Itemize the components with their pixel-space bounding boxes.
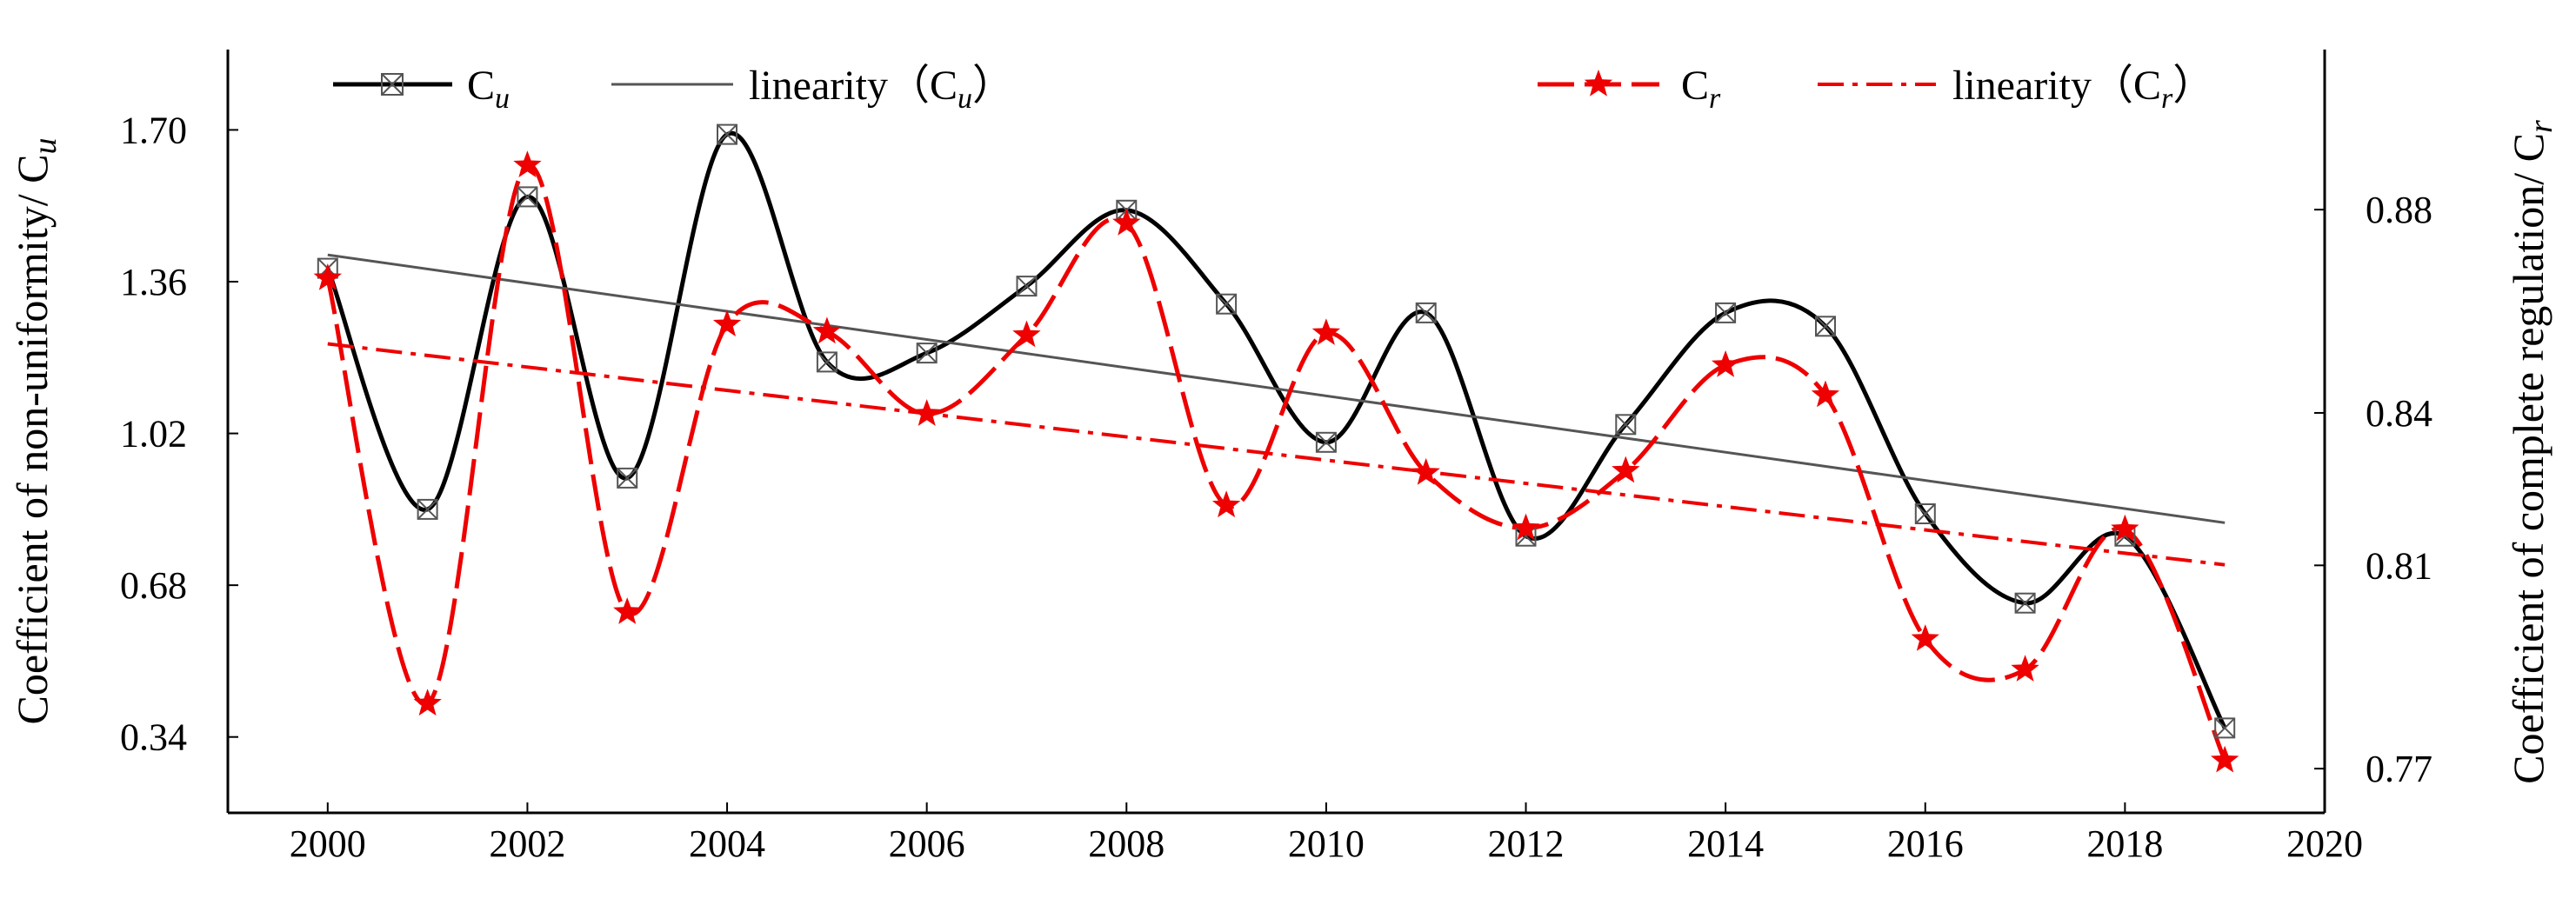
cu-point-marker: [417, 498, 438, 520]
cu-point-marker: [1615, 414, 1637, 436]
series-line-cr: [325, 163, 2227, 762]
cr-point-marker: [413, 689, 442, 716]
plot-area: [226, 50, 2326, 815]
x-tick-label: 2014: [1687, 822, 1764, 865]
cr-point-marker: [1911, 624, 1939, 651]
cu-point-marker: [617, 467, 638, 489]
y-right-tick-label: 0.77: [2366, 748, 2433, 790]
cu-point-marker: [2214, 717, 2236, 739]
y-left-tick-label: 0.34: [120, 716, 187, 759]
cr-point-marker: [1612, 456, 1640, 483]
cr-point-marker: [1712, 350, 1740, 377]
y-left-tick-label: 1.70: [120, 109, 187, 151]
cr-point-marker: [912, 399, 941, 426]
cr-point-marker: [1311, 318, 1341, 345]
right-axis-title: Coefficient of complete regulation/ Cr: [2504, 120, 2559, 784]
cu-point-marker: [916, 343, 938, 364]
cu-point-marker: [2014, 592, 2036, 614]
legend-cr-label: Cr: [1681, 63, 1721, 115]
cu-point-marker: [517, 186, 538, 208]
ticks-layer: 2000 2002 2004 2006 2008 2010 2012 2014 2016 2018…: [120, 109, 2433, 865]
series-line-linearity-cr-: [327, 342, 2226, 567]
x-tick-label: 2002: [489, 822, 565, 865]
cr-point-marker: [2211, 745, 2239, 773]
x-tick-label: 2018: [2086, 822, 2163, 865]
cr-point-marker: [613, 597, 642, 624]
x-tick-label: 2020: [2286, 822, 2363, 865]
cr-point-marker: [2111, 514, 2139, 542]
x-tick-label: 2016: [1887, 822, 1964, 865]
cr-point-marker: [313, 263, 342, 290]
cr-point-marker: [812, 316, 841, 344]
legend-cu-label: Cu: [467, 63, 510, 115]
cu-point-marker: [717, 123, 737, 145]
x-tick-label: 2000: [290, 822, 366, 865]
cr-point-marker: [513, 150, 542, 177]
cr-point-marker: [1012, 320, 1041, 348]
x-tick-label: 2012: [1488, 822, 1565, 865]
cr-point-marker: [1411, 457, 1440, 485]
cr-point-marker: [1211, 490, 1241, 518]
x-tick-label: 2004: [689, 822, 765, 865]
cu-point-marker: [1315, 431, 1337, 453]
lines-layer: [325, 130, 2227, 762]
y-left-tick-label: 1.02: [120, 413, 187, 456]
cr-point-marker: [712, 309, 742, 336]
y-right-tick-label: 0.81: [2366, 544, 2433, 587]
markers-layer: [313, 123, 2239, 773]
legend-linearity-cr-label: linearity（Cr）: [1952, 63, 2214, 115]
y-left-tick-label: 0.68: [120, 564, 187, 607]
legend: Cu linearity（Cu） Cr linearity（Cr）: [333, 63, 2214, 115]
y-right-tick-label: 0.84: [2366, 392, 2433, 435]
cu-point-marker: [1016, 276, 1038, 297]
cu-point-marker: [1216, 293, 1238, 315]
cu-point-marker: [1815, 316, 1836, 337]
series-line-linearity-cu-: [327, 253, 2226, 524]
legend-cu-marker: [381, 73, 404, 96]
legend-cr-marker: [1584, 70, 1613, 96]
cu-point-marker: [1715, 302, 1737, 323]
x-tick-label: 2006: [889, 822, 965, 865]
left-axis-title: Coefficient of non-uniformity/ Cu: [8, 138, 63, 725]
cr-point-marker: [1811, 380, 1840, 408]
y-left-tick-label: 1.36: [120, 261, 187, 303]
cu-point-marker: [1914, 503, 1936, 524]
x-tick-label: 2008: [1088, 822, 1165, 865]
legend-linearity-cu-label: linearity（Cu）: [749, 63, 1014, 115]
cu-point-marker: [1415, 302, 1437, 323]
cr-point-marker: [1512, 513, 1540, 541]
cr-point-marker: [1112, 208, 1141, 236]
cu-point-marker: [816, 351, 838, 373]
cr-point-marker: [2011, 655, 2039, 682]
y-right-tick-label: 0.88: [2366, 189, 2433, 231]
x-tick-label: 2010: [1288, 822, 1365, 865]
